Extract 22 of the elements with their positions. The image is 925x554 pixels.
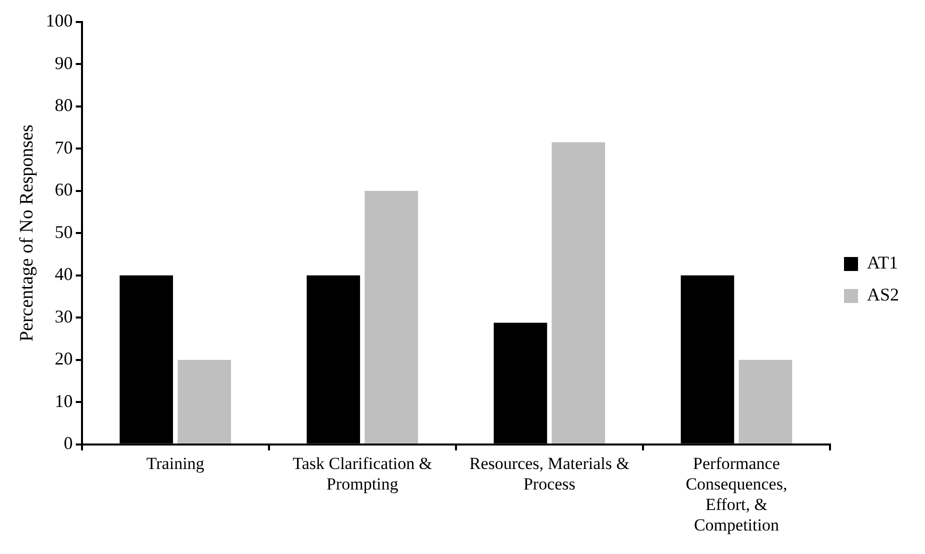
legend-label: AT1 [866,252,898,273]
y-tick-label: 10 [54,390,73,411]
y-tick-label: 40 [54,264,73,284]
y-tick-label: 60 [54,180,73,200]
bar [364,190,418,444]
x-tick-label: Task Clarification & Prompting [292,454,432,494]
bar [178,360,231,444]
x-tick-label: Training [146,454,205,474]
y-tick-label: 80 [54,95,73,116]
y-tick-label: 90 [54,52,73,73]
bar [552,142,606,444]
y-tick-label: 100 [46,10,73,31]
y-tick-label: 50 [54,222,73,242]
x-tick-label: Resources, Materials & Process [469,454,630,494]
y-tick-label: 0 [64,433,73,454]
legend-label: AS2 [866,284,900,305]
x-tick-label: Performance Consequences, Effort, & Competition [686,454,788,534]
y-tick-label: 70 [54,137,73,158]
bar [738,360,792,444]
y-tick-label: 30 [54,306,73,326]
y-tick-label: 20 [54,348,73,369]
y-axis-title: Percentage of No Responses [16,124,38,342]
